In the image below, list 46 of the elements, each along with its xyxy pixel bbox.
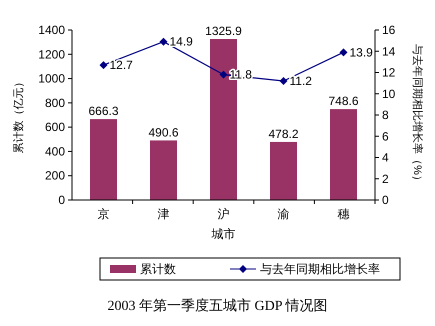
y2-tick-label: 10 [382,86,396,101]
y2-axis-title: 与去年同期相比增长率（%） [411,44,424,186]
data-label: 13.9 [350,45,374,60]
data-label: 11.2 [290,74,312,88]
data-label: 12.7 [110,58,134,72]
point [340,48,348,56]
text: 2003 年第一季度五城市 GDP 情况图 [108,298,328,314]
data-label: 14.9 [170,34,194,49]
y-tick-label: 400 [44,144,66,158]
x-axis-title: 城市 [210,227,236,241]
y2-tick-label: 6 [382,129,389,144]
point [220,70,228,79]
bar [270,142,297,200]
y2-tick-label: 12 [382,66,396,80]
y2-tick-label: 16 [382,23,396,37]
bar [150,140,177,200]
y2-tick-label: 0 [382,193,389,207]
legend-label: 与去年同期相比增长率 [260,262,380,276]
y2-tick-label: 8 [382,108,389,122]
point [280,77,288,85]
y2-tick-label: 2 [382,172,389,186]
data-label: 666.3 [88,104,119,118]
point [160,38,168,46]
data-label: 1325.9 [205,24,242,38]
y-tick-label: 1200 [38,47,66,62]
legend-label: 累计数 [140,262,176,276]
x-tick-label: 穗 [338,207,350,221]
y-axis-title: 累计数（亿元） [12,76,25,154]
y-tick-label: 1000 [38,72,66,86]
bar [90,119,117,200]
data-label: 490.6 [148,125,179,140]
y-tick-label: 600 [44,120,66,134]
point [100,61,108,70]
y-tick-label: 200 [44,168,66,183]
data-label: 748.6 [328,94,359,108]
y2-tick-label: 14 [382,44,396,58]
y2-tick-label: 4 [382,150,389,164]
y-tick-label: 1400 [38,23,66,37]
y-tick-label: 800 [44,96,66,110]
x-tick-label: 沪 [218,207,230,221]
y-tick-label: 0 [58,193,66,207]
data-label: 478.2 [268,126,299,141]
x-tick-label: 京 [98,207,110,221]
bar [330,109,357,200]
x-tick-label: 渝 [278,207,290,221]
x-tick-label: 津 [158,207,170,221]
